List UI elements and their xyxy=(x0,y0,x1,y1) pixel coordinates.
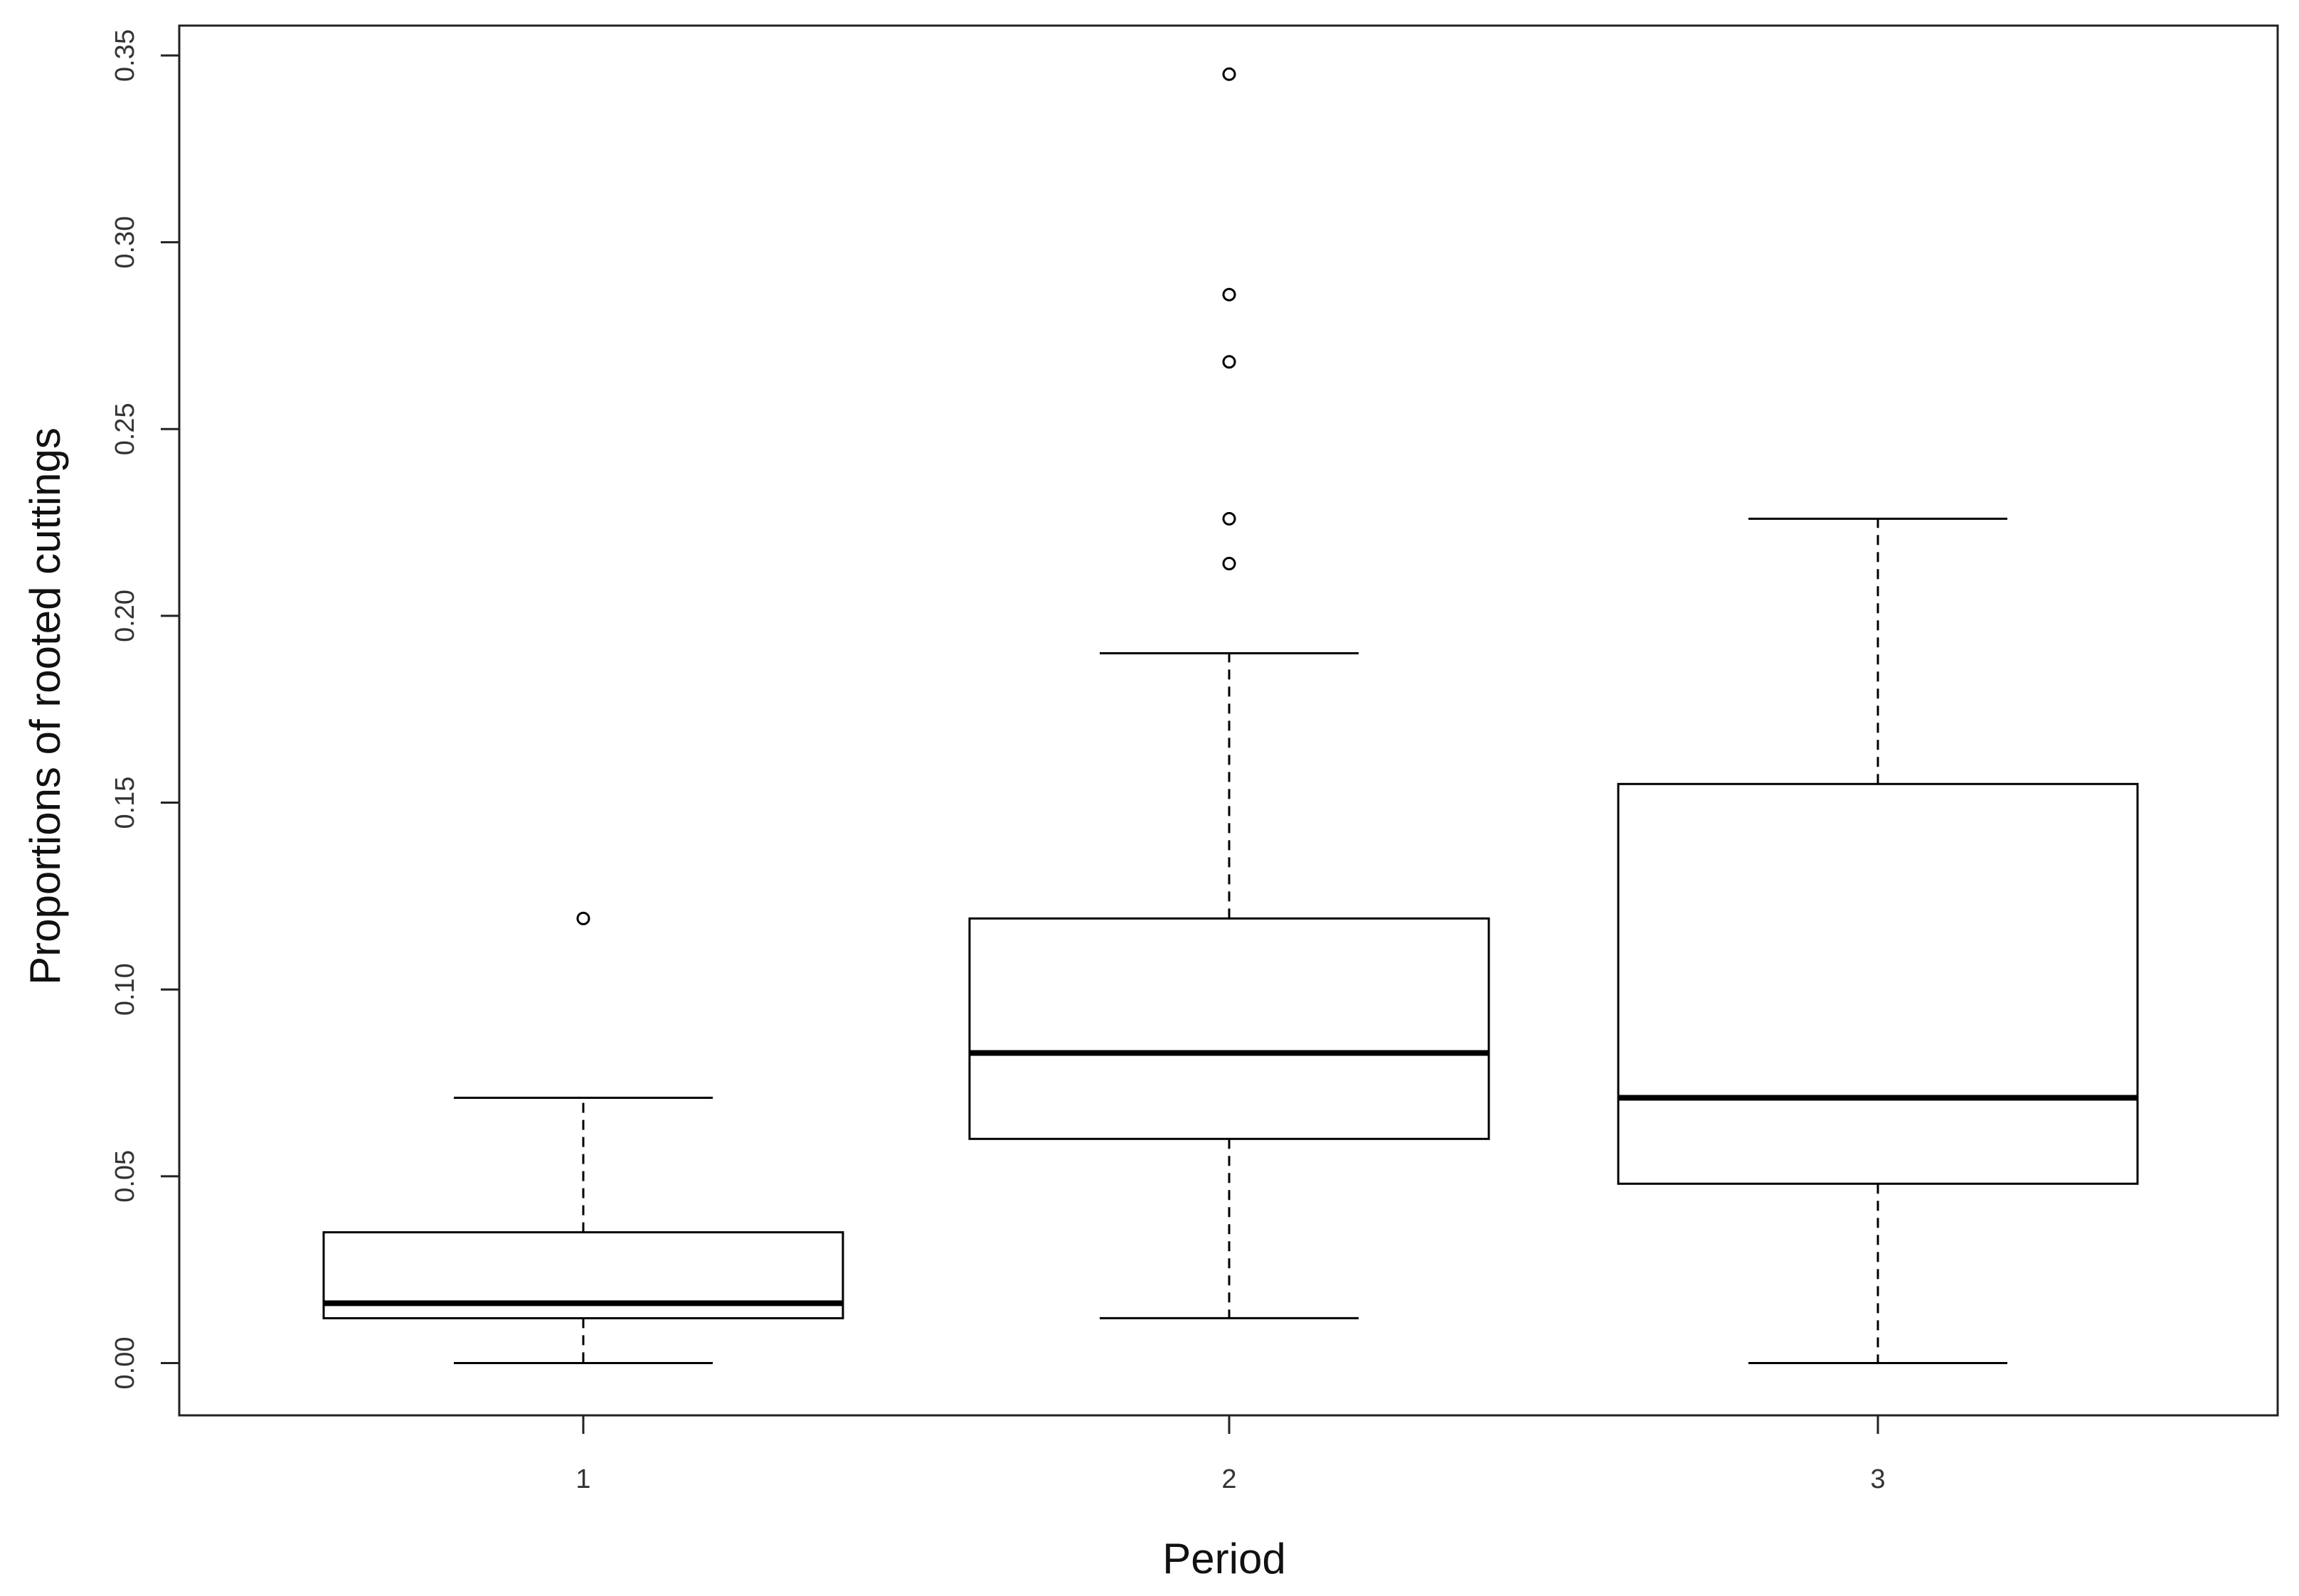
y-tick-label: 0.15 xyxy=(110,777,140,829)
y-tick-label: 0.10 xyxy=(110,963,140,1016)
x-axis-label: Period xyxy=(1162,1535,1285,1582)
iqr-box xyxy=(968,917,1490,1140)
y-tick-label: 0.30 xyxy=(110,216,140,269)
box-period-1 xyxy=(322,911,844,1364)
box-series xyxy=(322,67,2139,1364)
y-tick-label: 0.25 xyxy=(110,403,140,455)
iqr-box xyxy=(1617,782,2139,1185)
y-axis-label: Proportions of rooted cuttings xyxy=(21,427,69,985)
box-period-2 xyxy=(968,67,1490,1319)
y-tick-label: 0.20 xyxy=(110,590,140,642)
y-tick-label: 0.00 xyxy=(110,1336,140,1389)
box-period-3 xyxy=(1617,517,2139,1364)
x-tick-label: 3 xyxy=(1870,1464,1885,1494)
outlier-point xyxy=(1222,556,1236,570)
x-tick-label: 2 xyxy=(1221,1464,1236,1494)
plot-frame xyxy=(178,24,2279,1417)
outlier-point xyxy=(1222,67,1236,81)
x-axis: 1 2 3 xyxy=(575,1415,1886,1494)
outlier-point xyxy=(1222,287,1236,302)
y-tick-label: 0.35 xyxy=(110,29,140,82)
y-axis: 0.00 0.05 0.10 0.15 0.20 0.25 0.30 0.35 xyxy=(110,29,179,1389)
outlier-point xyxy=(576,911,590,925)
x-tick-label: 1 xyxy=(575,1464,590,1494)
outlier-point xyxy=(1222,511,1236,526)
y-tick-label: 0.05 xyxy=(110,1150,140,1203)
outlier-point xyxy=(1222,355,1236,369)
